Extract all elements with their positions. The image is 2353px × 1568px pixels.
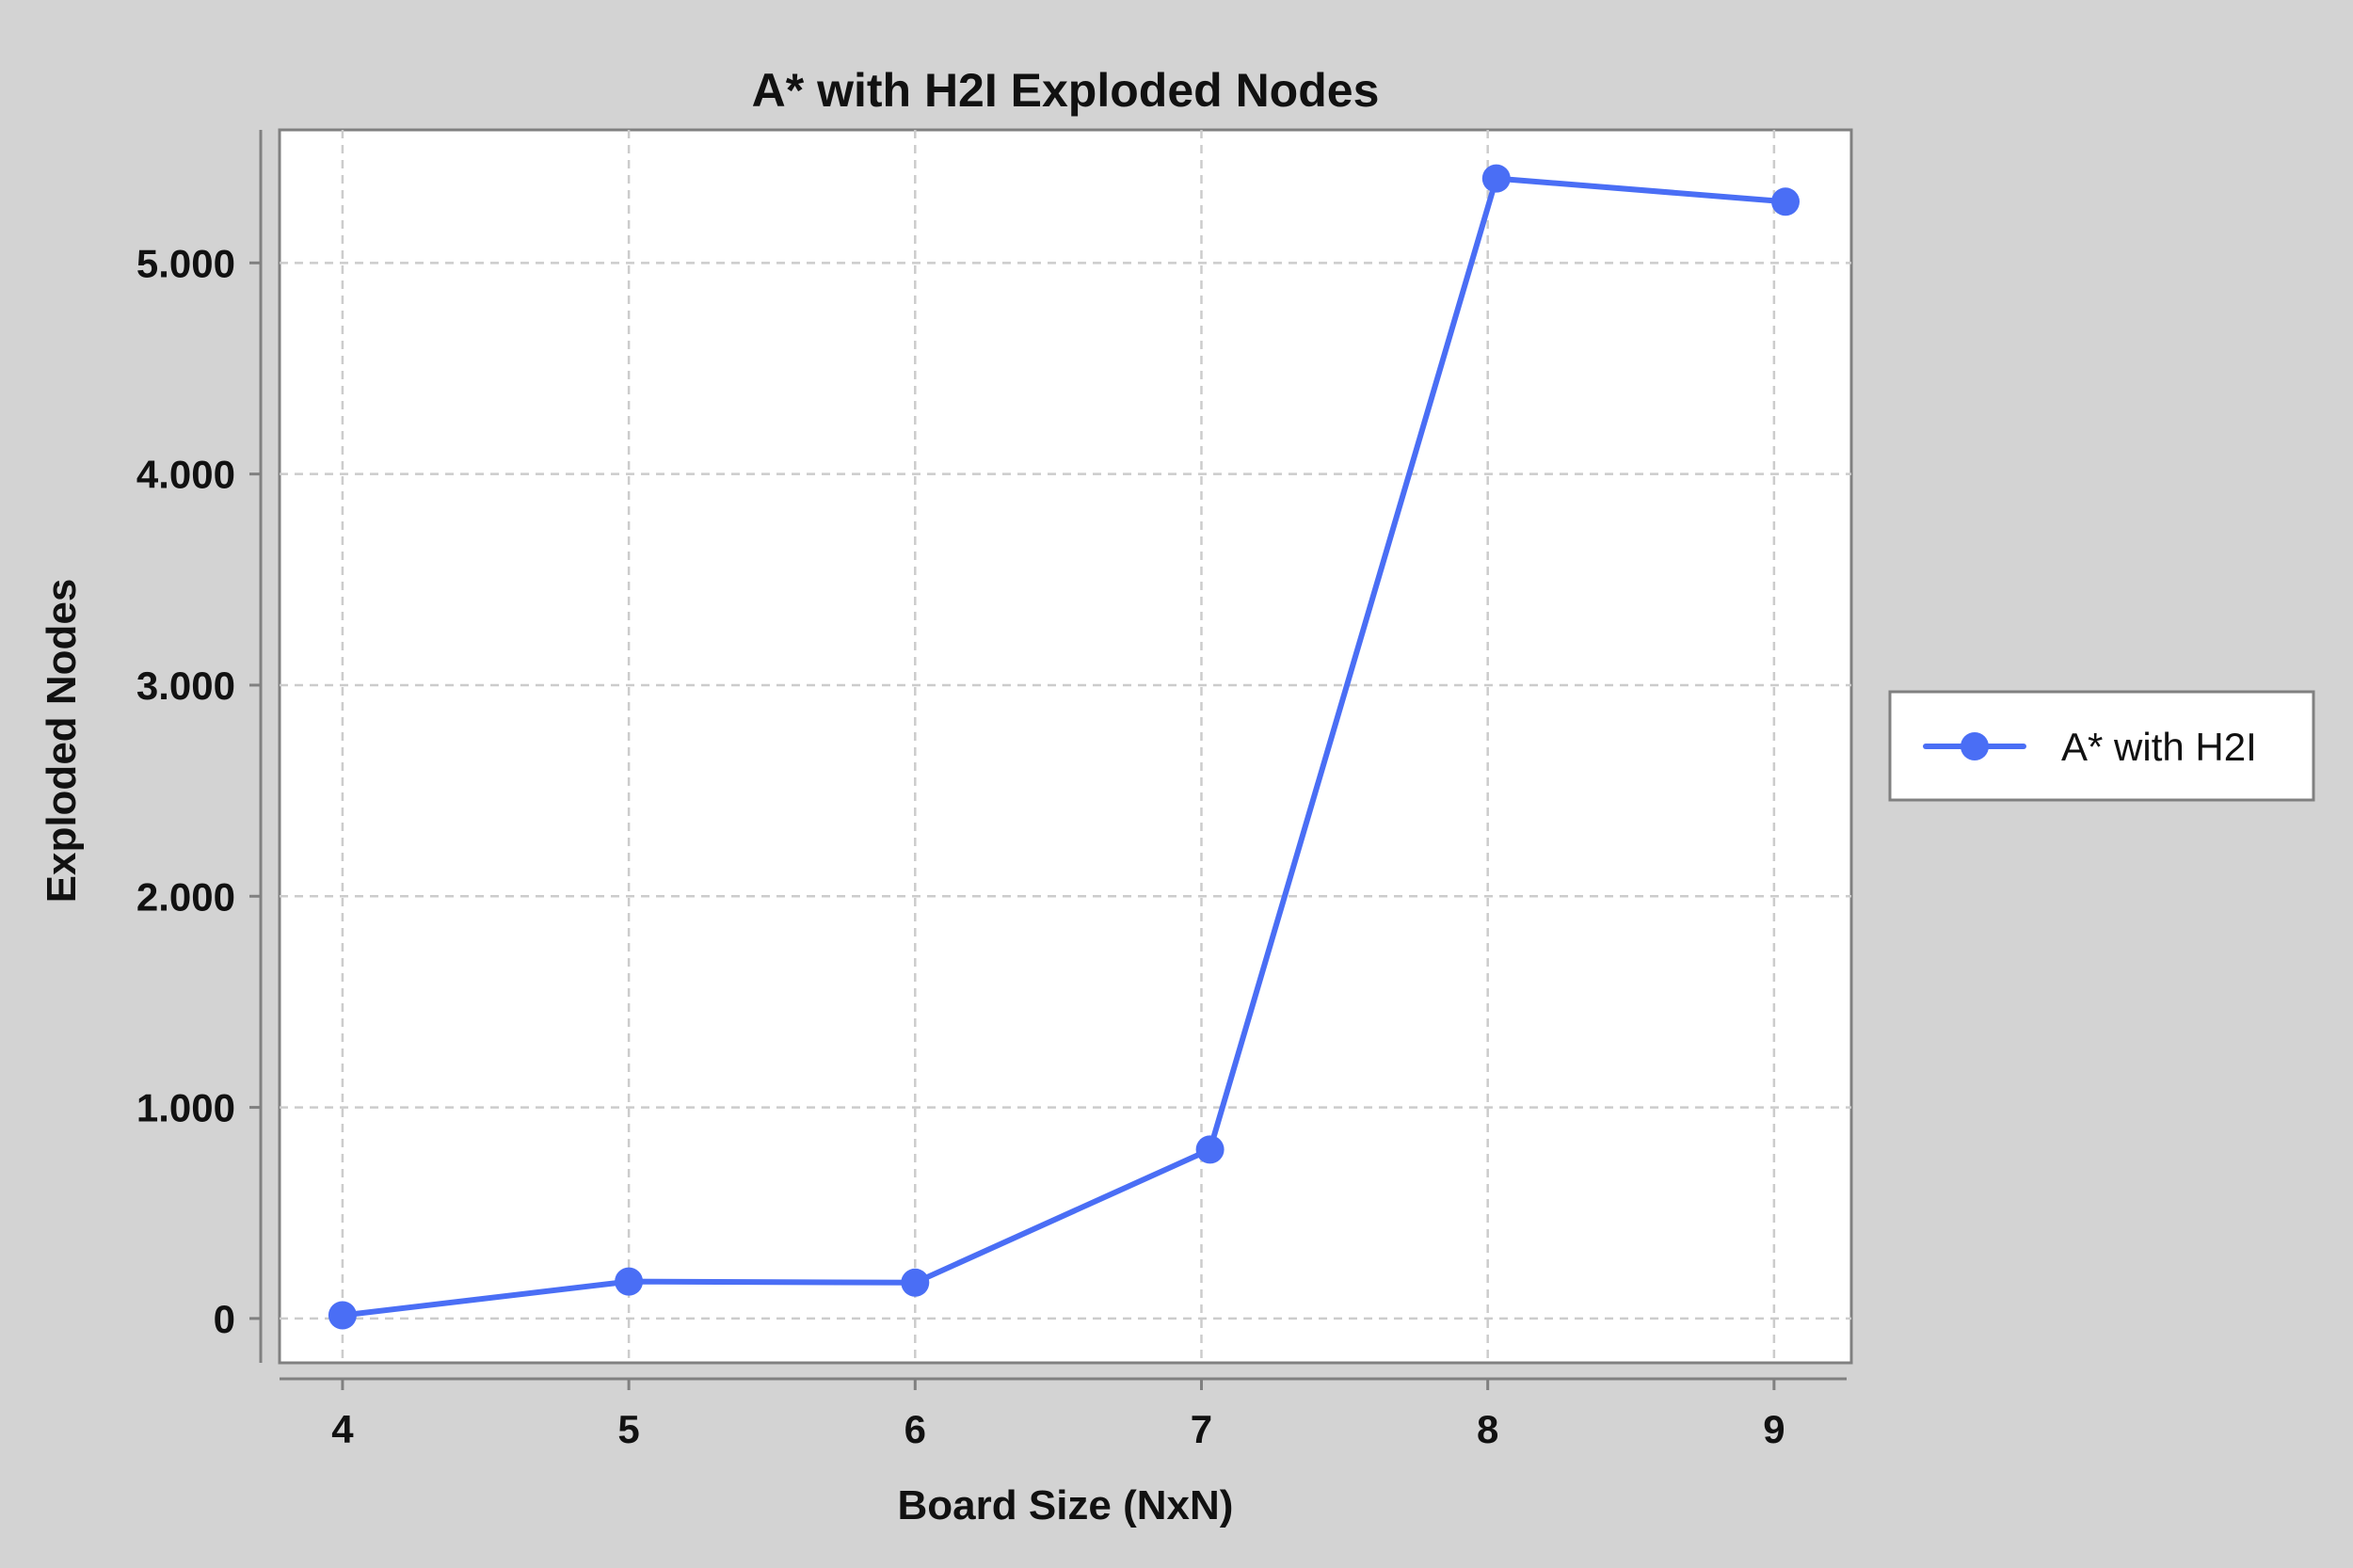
y-tick-label: 1.000 bbox=[136, 1086, 235, 1130]
x-axis-ticks: 4 5 6 7 8 9 bbox=[331, 1379, 1785, 1451]
y-tick-label: 3.000 bbox=[136, 664, 235, 708]
x-tick-label: 9 bbox=[1763, 1407, 1785, 1451]
x-tick-label: 5 bbox=[617, 1407, 639, 1451]
legend: A* with H2I bbox=[1888, 690, 2315, 802]
legend-label: A* with H2I bbox=[2061, 725, 2257, 769]
data-point bbox=[615, 1267, 644, 1296]
y-tick-label: 5.000 bbox=[136, 241, 235, 285]
x-tick-label: 7 bbox=[1191, 1407, 1212, 1451]
chart-title: A* with H2I Exploded Nodes bbox=[752, 64, 1380, 117]
y-tick-label: 2.000 bbox=[136, 874, 235, 919]
series-line bbox=[339, 175, 1788, 1319]
data-point bbox=[1195, 1135, 1225, 1164]
legend-marker bbox=[1961, 732, 1989, 760]
x-axis-label: Board Size (NxN) bbox=[898, 1482, 1234, 1528]
x-tick-label: 6 bbox=[904, 1407, 926, 1451]
data-point bbox=[1481, 164, 1511, 193]
data-point bbox=[901, 1268, 930, 1297]
data-point bbox=[328, 1301, 357, 1330]
x-tick-label: 4 bbox=[331, 1407, 354, 1451]
plot-area bbox=[278, 128, 1853, 1365]
x-tick-label: 8 bbox=[1477, 1407, 1498, 1451]
data-point bbox=[1771, 187, 1800, 216]
series-layer bbox=[328, 164, 1800, 1330]
y-axis-label: Exploded Nodes bbox=[39, 579, 85, 904]
y-tick-label: 4.000 bbox=[136, 453, 235, 497]
y-axis-ticks: 0 1.000 2.000 3.000 4.000 5.000 bbox=[136, 241, 261, 1341]
y-tick-label: 0 bbox=[214, 1297, 235, 1341]
